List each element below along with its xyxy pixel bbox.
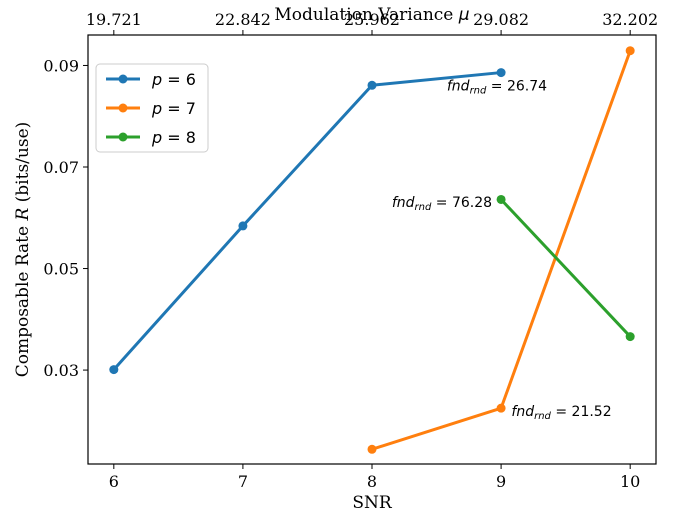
top-axis: 19.721 22.842 25.962 29.082 32.202 xyxy=(86,10,658,35)
annotation-1: fndrnd = 76.28 xyxy=(392,195,492,213)
series-1-point-1 xyxy=(496,403,506,413)
series-2-point-1 xyxy=(625,332,635,342)
top-tick-label-0: 19.721 xyxy=(86,10,142,29)
top-tick-label-2: 25.962 xyxy=(344,10,400,29)
x-tick-label-1: 7 xyxy=(238,472,248,491)
x-tick-label-4: 10 xyxy=(620,472,640,491)
series-1-point-0 xyxy=(367,444,377,454)
x-tick-label-0: 6 xyxy=(109,472,119,491)
annotation-2: fndrnd = 21.52 xyxy=(511,404,611,422)
series-line-2 xyxy=(499,198,632,338)
legend-box xyxy=(95,63,209,153)
legend: p = 6 p = 7 p = 8 xyxy=(95,63,209,153)
series-line-0 xyxy=(112,71,502,371)
y-axis-title-unit: (bits/use) xyxy=(13,122,33,208)
y-axis-title: Composable Rate R (bits/use) xyxy=(13,122,33,378)
top-axis-title-var: μ xyxy=(458,5,470,25)
y-axis-title-var: R xyxy=(13,208,33,222)
series-0-point-0 xyxy=(109,365,119,375)
series-1-point-2 xyxy=(625,46,635,56)
top-axis-title: Modulation Variance μ xyxy=(274,5,469,25)
x-axis: 6 7 8 9 10 xyxy=(109,464,640,491)
y-tick-label-2: 0.07 xyxy=(43,158,79,177)
legend-marker-2 xyxy=(118,132,128,142)
x-axis-title: SNR xyxy=(352,493,393,512)
legend-label-2: p = 8 xyxy=(151,128,196,147)
y-axis: 0.03 0.05 0.07 0.09 xyxy=(43,56,88,380)
x-tick-label-3: 9 xyxy=(496,472,506,491)
y-tick-label-3: 0.09 xyxy=(43,56,79,75)
top-tick-label-3: 29.082 xyxy=(473,10,529,29)
series-0-point-1 xyxy=(238,221,248,231)
top-tick-label-4: 32.202 xyxy=(602,10,658,29)
y-tick-label-0: 0.03 xyxy=(43,361,79,380)
series-0-point-2 xyxy=(367,80,377,90)
series-line-1 xyxy=(371,50,632,451)
top-tick-label-1: 22.842 xyxy=(215,10,271,29)
y-axis-title-main: Composable Rate xyxy=(13,221,33,378)
legend-label-1: p = 7 xyxy=(151,99,196,118)
series-2-point-0 xyxy=(496,194,506,204)
top-axis-title-main: Modulation Variance xyxy=(274,5,458,25)
series-0-point-3 xyxy=(496,68,506,78)
annotations: fndrnd = 26.74 fndrnd = 76.28 fndrnd = 21.… xyxy=(392,78,612,421)
legend-label-0: p = 6 xyxy=(151,70,196,89)
legend-marker-1 xyxy=(118,103,128,113)
x-tick-label-2: 8 xyxy=(367,472,377,491)
y-tick-label-1: 0.05 xyxy=(43,260,79,279)
plot-marks xyxy=(109,46,635,454)
legend-marker-0 xyxy=(118,74,128,84)
annotation-0: fndrnd = 26.74 xyxy=(447,78,547,96)
